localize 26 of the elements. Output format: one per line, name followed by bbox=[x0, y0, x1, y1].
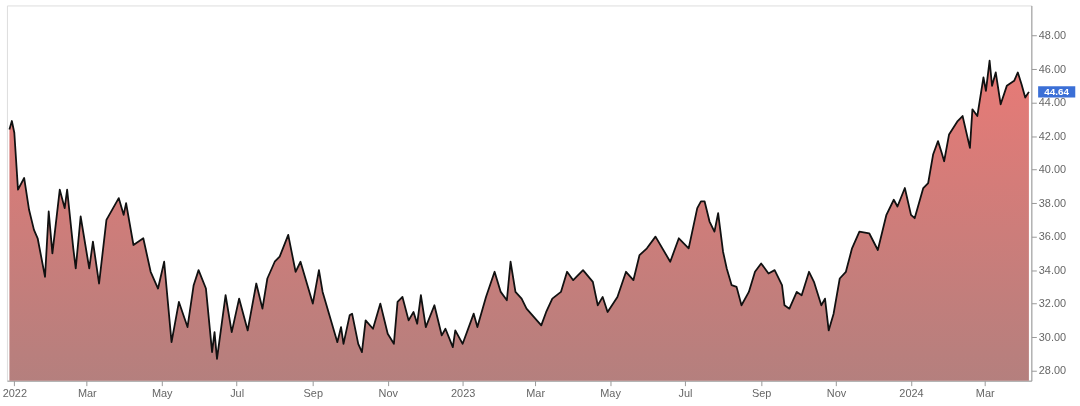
x-tick-label: Nov bbox=[378, 387, 399, 400]
y-tick-label: 48.00 bbox=[1038, 29, 1067, 42]
x-tick-label: Mar bbox=[975, 387, 995, 400]
y-tick-label: 40.00 bbox=[1038, 163, 1067, 176]
x-tick-label: Sep bbox=[303, 387, 323, 400]
y-tick-label: 46.00 bbox=[1038, 62, 1067, 75]
x-tick-label: 2023 bbox=[451, 387, 476, 400]
y-tick-label: 32.00 bbox=[1038, 297, 1067, 310]
y-tick-label: 42.00 bbox=[1038, 129, 1067, 142]
x-tick-label: May bbox=[151, 387, 174, 400]
y-tick-label: 30.00 bbox=[1038, 330, 1067, 343]
y-tick-label: 28.00 bbox=[1038, 364, 1067, 377]
x-tick-label: May bbox=[600, 387, 622, 400]
y-tick-label: 38.00 bbox=[1038, 196, 1067, 209]
y-tick-label: 36.00 bbox=[1038, 230, 1067, 243]
x-tick-label: 2024 bbox=[899, 387, 924, 400]
x-tick-label: Jul bbox=[678, 387, 693, 400]
x-tick-label: 2022 bbox=[2, 387, 27, 400]
y-tick-label: 44.00 bbox=[1038, 96, 1067, 109]
x-tick-label: Mar bbox=[77, 387, 98, 400]
x-tick-label: Sep bbox=[751, 387, 772, 400]
x-tick-label: Nov bbox=[826, 387, 847, 400]
x-tick-label: Mar bbox=[526, 387, 546, 400]
y-tick-label: 34.00 bbox=[1038, 263, 1067, 276]
annotation: 44.64 bbox=[1044, 85, 1070, 97]
x-tick-label: Jul bbox=[230, 387, 245, 400]
